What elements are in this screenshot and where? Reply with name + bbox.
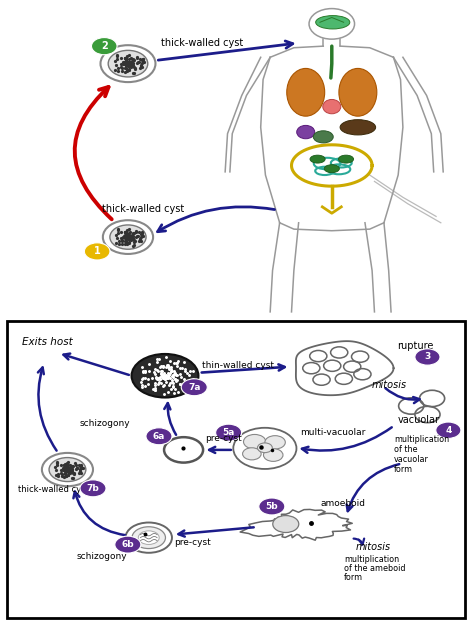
Circle shape (164, 437, 203, 462)
Text: 5b: 5b (265, 502, 278, 511)
Text: rupture: rupture (397, 341, 434, 351)
Circle shape (103, 220, 153, 254)
Ellipse shape (313, 131, 333, 143)
Circle shape (108, 51, 148, 77)
Circle shape (415, 349, 440, 365)
Circle shape (84, 243, 110, 260)
Circle shape (181, 379, 207, 396)
Text: thick-walled cyst: thick-walled cyst (102, 203, 184, 213)
Ellipse shape (324, 165, 339, 173)
Text: mitosis: mitosis (372, 380, 407, 390)
Circle shape (49, 457, 86, 482)
Circle shape (273, 515, 299, 532)
Circle shape (233, 428, 296, 469)
Circle shape (115, 536, 141, 553)
Text: 3: 3 (424, 353, 430, 361)
Circle shape (216, 424, 242, 441)
Ellipse shape (339, 69, 377, 116)
Circle shape (257, 443, 272, 452)
Text: 1: 1 (94, 246, 100, 256)
Text: of the ameboid: of the ameboid (344, 564, 405, 573)
Circle shape (243, 448, 261, 460)
Ellipse shape (310, 155, 325, 163)
Circle shape (110, 225, 146, 249)
Circle shape (138, 531, 159, 545)
Circle shape (436, 422, 461, 439)
Text: amoeboid: amoeboid (320, 499, 365, 509)
Text: schizogony: schizogony (77, 552, 128, 561)
Text: form: form (394, 466, 413, 474)
Text: Exits host: Exits host (22, 338, 73, 348)
Text: schizogony: schizogony (80, 419, 131, 427)
Text: thick-walled cyst: thick-walled cyst (18, 485, 89, 494)
Text: pre-cyst: pre-cyst (174, 538, 211, 547)
Ellipse shape (323, 99, 341, 114)
Circle shape (100, 45, 155, 82)
Text: vacuolar: vacuolar (394, 456, 429, 464)
Text: multi-vacuolar: multi-vacuolar (300, 428, 365, 437)
Text: multiplication: multiplication (344, 555, 399, 564)
Text: 6b: 6b (121, 540, 134, 549)
Text: 6a: 6a (153, 432, 165, 441)
Text: form: form (344, 573, 363, 582)
Ellipse shape (287, 69, 325, 116)
Circle shape (132, 354, 199, 397)
Text: multiplication: multiplication (394, 436, 449, 444)
Text: 7a: 7a (188, 383, 201, 392)
Circle shape (146, 428, 172, 445)
Circle shape (80, 480, 106, 497)
Circle shape (265, 436, 285, 449)
Text: thick-walled cyst: thick-walled cyst (161, 38, 244, 48)
Polygon shape (296, 341, 393, 395)
Text: 5a: 5a (222, 428, 235, 437)
Text: 7b: 7b (87, 484, 100, 493)
Text: vacuolar: vacuolar (397, 415, 439, 425)
Circle shape (91, 37, 117, 55)
Polygon shape (240, 509, 352, 540)
Ellipse shape (338, 155, 354, 163)
Text: 4: 4 (445, 426, 452, 435)
Text: of the: of the (394, 446, 418, 454)
Circle shape (42, 453, 93, 486)
Circle shape (264, 449, 283, 461)
Ellipse shape (297, 125, 315, 139)
Circle shape (244, 434, 266, 449)
Circle shape (259, 498, 285, 515)
Circle shape (132, 527, 165, 548)
Text: 2: 2 (101, 41, 108, 51)
Ellipse shape (340, 120, 375, 135)
Circle shape (126, 522, 172, 553)
Text: thin-walled cyst: thin-walled cyst (202, 361, 274, 370)
Ellipse shape (316, 16, 350, 29)
Text: mitosis: mitosis (356, 542, 391, 552)
Text: pre-cyst: pre-cyst (205, 434, 242, 443)
